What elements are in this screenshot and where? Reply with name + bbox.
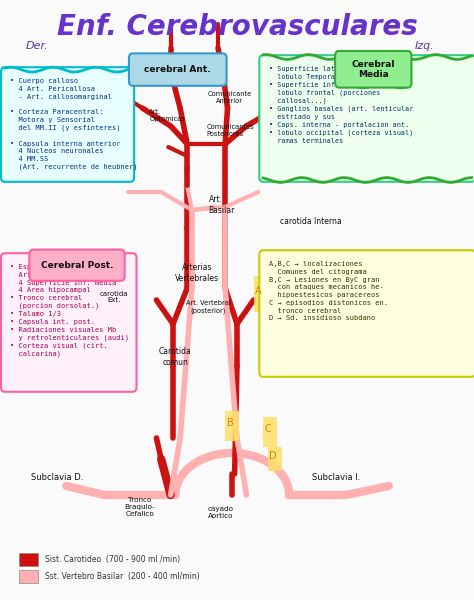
FancyBboxPatch shape (1, 253, 137, 392)
FancyBboxPatch shape (259, 55, 474, 182)
Text: Art. Vertebral
(posterior): Art. Vertebral (posterior) (186, 301, 231, 314)
Text: A: A (255, 286, 262, 296)
Text: cayado
Aortico: cayado Aortico (208, 506, 233, 520)
Bar (263, 417, 277, 447)
Text: Art.
Optomicas: Art. Optomicas (149, 109, 185, 122)
Text: D: D (269, 451, 276, 461)
Text: carotida Interna: carotida Interna (280, 217, 341, 226)
Text: Der.: Der. (26, 41, 49, 51)
Text: Cerebral
Media: Cerebral Media (352, 59, 395, 79)
FancyBboxPatch shape (335, 51, 411, 88)
Text: Cerebral Post.: Cerebral Post. (41, 260, 113, 269)
Bar (268, 447, 282, 471)
Text: Carotida
comun: Carotida comun (159, 347, 192, 367)
Text: Izq.: Izq. (415, 41, 435, 51)
Text: Sst. Vertebro Basilar  (200 - 400 ml/min): Sst. Vertebro Basilar (200 - 400 ml/min) (45, 571, 200, 581)
Text: C: C (264, 424, 271, 434)
Text: Arterias
Vertebrales: Arterias Vertebrales (175, 263, 219, 283)
Bar (19, 553, 38, 566)
FancyBboxPatch shape (259, 250, 474, 377)
Text: Sist. Carotideo  (700 - 900 ml /min): Sist. Carotideo (700 - 900 ml /min) (45, 554, 180, 564)
Text: • Superficie lateral del
  lobulo Temporal
• Superficie inferior au
  lobulo fro: • Superficie lateral del lobulo Temporal… (269, 66, 413, 144)
Text: Comunicantes
Posteriores: Comunicantes Posteriores (206, 124, 254, 137)
Text: Art.
Basilar: Art. Basilar (209, 196, 235, 215)
Text: Tronco
Braquio-
Cefalico: Tronco Braquio- Cefalico (125, 497, 155, 517)
Text: • Esp. Interpeduncular
  Art. Temporal 1/3
  4 Superficie inf. media
  4 Area hi: • Esp. Interpeduncular Art. Temporal 1/3… (10, 264, 129, 357)
FancyBboxPatch shape (1, 67, 134, 182)
Bar (19, 570, 38, 583)
Bar (225, 411, 239, 441)
Text: B: B (227, 418, 233, 428)
FancyBboxPatch shape (129, 53, 227, 86)
Text: cerebral Ant.: cerebral Ant. (145, 65, 211, 74)
Text: Enf. Cerebrovasculares: Enf. Cerebrovasculares (56, 13, 418, 41)
Text: • Cuerpo calloso
  4 Art. Pericallosa
  - Art. callosomarginal

• Corteza Parace: • Cuerpo calloso 4 Art. Pericallosa - Ar… (10, 78, 138, 170)
Text: Subclavia D.: Subclavia D. (31, 473, 83, 481)
Text: A,B,C → localizaciones
  Comunes del citograma
B,C → Lesiones en ByC gran
  con : A,B,C → localizaciones Comunes del citog… (269, 261, 388, 321)
Text: carotida
Ext.: carotida Ext. (100, 290, 128, 304)
FancyBboxPatch shape (29, 250, 125, 281)
Bar (254, 276, 270, 312)
Text: Subclavia I.: Subclavia I. (312, 473, 361, 481)
Text: Comunicante
Anterior: Comunicante Anterior (208, 91, 252, 104)
